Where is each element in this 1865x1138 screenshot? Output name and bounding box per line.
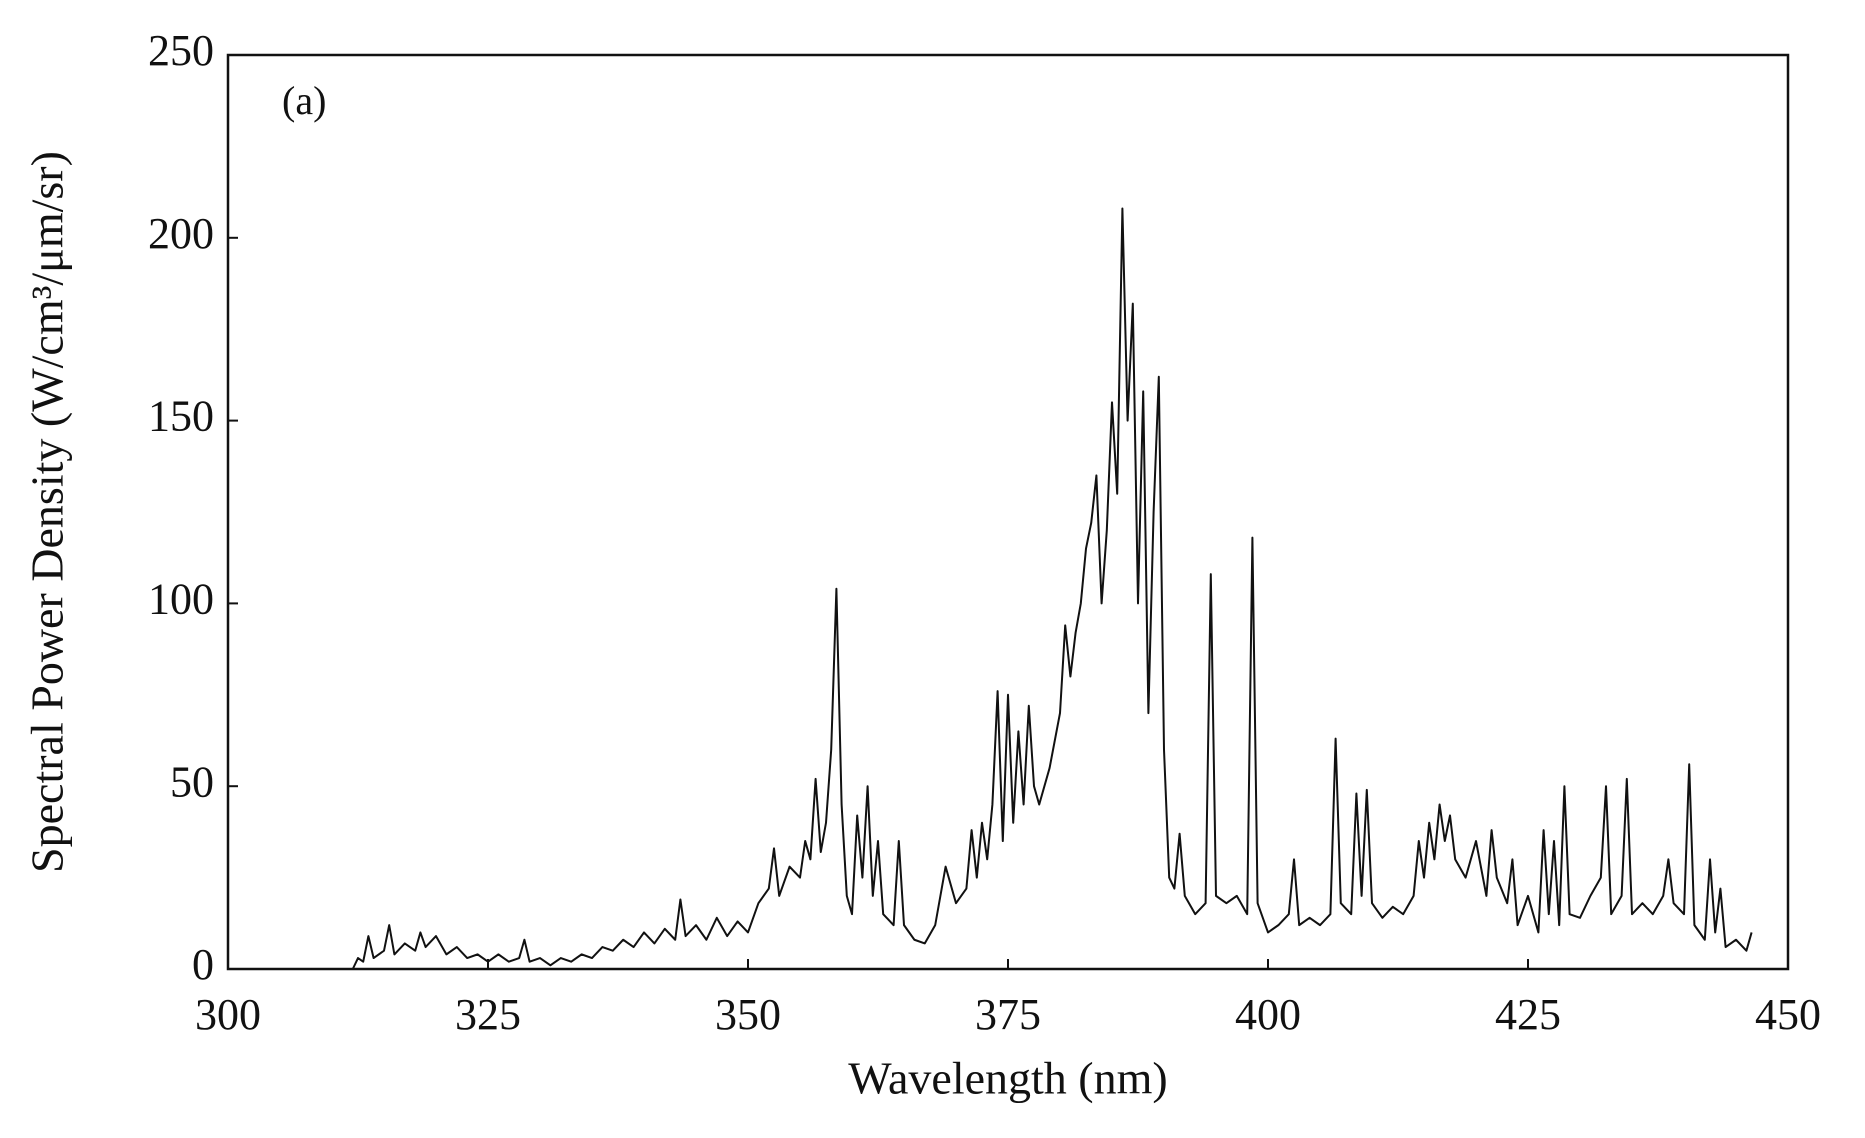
y-tick-label: 200 xyxy=(148,209,214,258)
x-tick-label: 350 xyxy=(715,990,781,1039)
panel-label: (a) xyxy=(282,78,326,123)
x-tick-label: 375 xyxy=(975,990,1041,1039)
x-tick-label: 450 xyxy=(1755,990,1821,1039)
y-tick-label: 0 xyxy=(192,940,214,989)
y-axis-label: Spectral Power Density (W/cm³/μm/sr) xyxy=(22,151,73,873)
y-tick-label: 50 xyxy=(170,757,214,806)
y-tick-label: 100 xyxy=(148,574,214,623)
y-tick-label: 250 xyxy=(148,26,214,75)
x-tick-label: 300 xyxy=(195,990,261,1039)
plot-frame xyxy=(226,53,1790,971)
x-tick-label: 400 xyxy=(1235,990,1301,1039)
spectrum-line xyxy=(311,207,1753,970)
x-tick-label: 325 xyxy=(455,990,521,1039)
x-axis-label: Wavelength (nm) xyxy=(848,1053,1167,1104)
x-tick-label: 425 xyxy=(1495,990,1561,1039)
y-tick-label: 150 xyxy=(148,392,214,441)
